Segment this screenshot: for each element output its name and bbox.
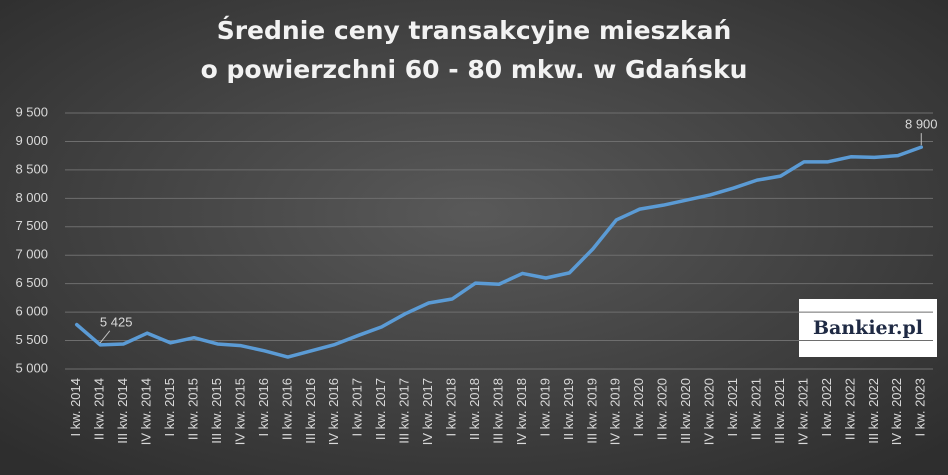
x-tick-label: II kw. 2018 bbox=[467, 378, 482, 440]
x-tick-label: IV kw. 2022 bbox=[889, 378, 904, 445]
x-tick-label: IV kw. 2017 bbox=[420, 378, 435, 445]
x-tick-label: II kw. 2022 bbox=[842, 378, 857, 440]
logo: Bankier.pl bbox=[813, 317, 923, 339]
x-tick-label: III kw. 2015 bbox=[209, 378, 224, 444]
data-label: 8 900 bbox=[905, 117, 938, 132]
chart-title: Średnie ceny transakcyjne mieszkań bbox=[217, 15, 732, 45]
y-tick-label: 8 500 bbox=[15, 161, 48, 176]
x-tick-label: I kw. 2021 bbox=[725, 378, 740, 437]
x-tick-label: I kw. 2020 bbox=[631, 378, 646, 437]
data-line bbox=[74, 145, 924, 359]
y-tick-label: 6 000 bbox=[15, 304, 48, 319]
leader-line bbox=[99, 330, 111, 344]
x-tick-label: IV kw. 2020 bbox=[702, 378, 717, 445]
x-tick-label: III kw. 2018 bbox=[490, 378, 505, 444]
logo-box bbox=[799, 299, 937, 357]
x-tick-label: I kw. 2017 bbox=[350, 378, 365, 437]
y-tick-label: 9 000 bbox=[15, 133, 48, 148]
x-tick-label: III kw. 2022 bbox=[866, 378, 881, 444]
y-tick-label: 7 500 bbox=[15, 218, 48, 233]
x-tick-label: III kw. 2014 bbox=[115, 378, 130, 444]
x-tick-label: III kw. 2017 bbox=[397, 378, 412, 444]
x-tick-label: IV kw. 2018 bbox=[514, 378, 529, 445]
x-tick-label: I kw. 2022 bbox=[819, 378, 834, 437]
y-tick-label: 7 000 bbox=[15, 247, 48, 262]
y-tick-label: 9 500 bbox=[15, 104, 48, 119]
x-tick-label: II kw. 2016 bbox=[279, 378, 294, 440]
x-tick-label: III kw. 2021 bbox=[772, 378, 787, 444]
x-tick-label: III kw. 2020 bbox=[678, 378, 693, 444]
x-tick-label: I kw. 2018 bbox=[444, 378, 459, 437]
x-tick-label: I kw. 2023 bbox=[913, 378, 928, 437]
x-tick-label: IV kw. 2014 bbox=[139, 378, 154, 445]
x-tick-label: II kw. 2019 bbox=[561, 378, 576, 440]
x-tick-label: IV kw. 2021 bbox=[795, 378, 810, 445]
x-tick-label: II kw. 2017 bbox=[373, 378, 388, 440]
x-tick-label: IV kw. 2019 bbox=[608, 378, 623, 445]
x-tick-label: I kw. 2015 bbox=[162, 378, 177, 437]
y-tick-label: 6 500 bbox=[15, 275, 48, 290]
y-tick-label: 8 000 bbox=[15, 190, 48, 205]
x-tick-label: III kw. 2019 bbox=[584, 378, 599, 444]
x-tick-label: I kw. 2016 bbox=[256, 378, 271, 437]
x-tick-label: I kw. 2014 bbox=[68, 378, 83, 437]
x-tick-label: II kw. 2021 bbox=[748, 378, 763, 440]
data-label: 5 425 bbox=[100, 314, 133, 329]
x-tick-label: II kw. 2020 bbox=[655, 378, 670, 440]
x-tick-label: IV kw. 2015 bbox=[232, 378, 247, 445]
x-tick-label: II kw. 2015 bbox=[185, 378, 200, 440]
x-tick-label: IV kw. 2016 bbox=[326, 378, 341, 445]
x-tick-label: I kw. 2019 bbox=[537, 378, 552, 437]
x-tick-label: III kw. 2016 bbox=[303, 378, 318, 444]
chart-subtitle: o powierzchni 60 - 80 mkw. w Gdańsku bbox=[201, 55, 748, 84]
y-tick-label: 5 000 bbox=[15, 360, 48, 375]
y-tick-label: 5 500 bbox=[15, 332, 48, 347]
x-tick-label: II kw. 2014 bbox=[92, 378, 107, 440]
